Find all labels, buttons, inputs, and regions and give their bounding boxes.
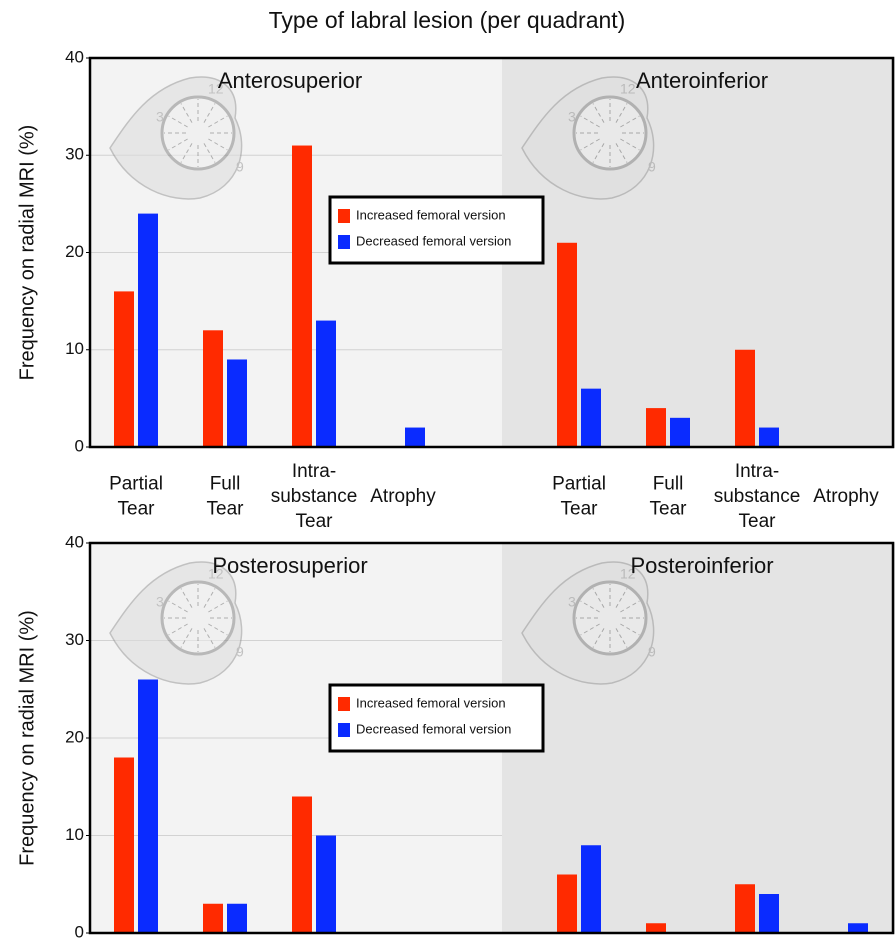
bar	[759, 428, 779, 447]
bar	[138, 214, 158, 447]
bar	[316, 836, 336, 934]
clock-label: 12	[620, 81, 636, 97]
quadrant-title: Anteroinferior	[636, 68, 768, 93]
legend-swatch	[338, 209, 350, 223]
bar	[848, 923, 868, 933]
clock-label: 3	[568, 109, 576, 125]
bar	[292, 797, 312, 934]
x-tick-label-line: Atrophy	[813, 486, 879, 507]
bar	[581, 845, 601, 933]
legend-label: Increased femoral version	[356, 207, 506, 222]
x-tick-label-line: Full	[653, 474, 684, 495]
x-tick-label-line: Tear	[118, 499, 156, 520]
legend-swatch	[338, 697, 350, 711]
page: {"title": "Type of labral lesion (per qu…	[0, 0, 895, 939]
bar	[138, 680, 158, 934]
y-tick-label: 20	[65, 727, 84, 746]
x-tick-label-line: Full	[210, 474, 241, 495]
x-tick-label-line: Tear	[739, 511, 777, 532]
x-tick-label-line: Intra-	[292, 461, 336, 482]
clock-label: 9	[648, 644, 656, 660]
x-tick-label: Intra-substance Tear	[271, 461, 358, 532]
acetabulum	[162, 582, 234, 654]
x-tick-label-line: substance	[714, 486, 801, 507]
figure: Type of labral lesion (per quadrant) 0 10…	[0, 0, 895, 939]
bar	[557, 243, 577, 447]
clock-label: 3	[568, 594, 576, 610]
y-tick-label: 10	[65, 825, 84, 844]
acetabulum	[162, 97, 234, 169]
y-tick-label: 30	[65, 145, 84, 164]
acetabulum	[574, 582, 646, 654]
bar	[735, 350, 755, 447]
legend-swatch	[338, 235, 350, 249]
clock-label: 9	[648, 159, 656, 175]
x-tick-label-line: Tear	[650, 499, 688, 520]
bar	[557, 875, 577, 934]
quadrant-title: Posterosuperior	[212, 553, 367, 578]
quadrant-title: Posteroinferior	[630, 553, 773, 578]
x-tick-label: Intra-substance Tear	[714, 461, 801, 532]
legend-swatch	[338, 723, 350, 737]
x-tick-label-line: substance	[271, 486, 358, 507]
bar	[227, 904, 247, 933]
legend-label: Decreased femoral version	[356, 721, 511, 736]
x-tick-label: Full Tear	[207, 474, 245, 520]
x-tick-label-line: Atrophy	[370, 486, 436, 507]
x-tick-label: Atrophy	[370, 486, 436, 507]
bar	[292, 146, 312, 447]
x-tick-label: Partial Tear	[109, 474, 163, 520]
legend-label: Increased femoral version	[356, 695, 506, 710]
bar	[114, 758, 134, 934]
bar	[114, 291, 134, 447]
y-tick-label: 0	[75, 922, 84, 939]
clock-label: 9	[236, 644, 244, 660]
y-tick-label: 0	[75, 436, 84, 455]
bar	[316, 321, 336, 447]
x-tick-label-line: Partial	[552, 474, 606, 495]
x-tick-label-line: Partial	[109, 474, 163, 495]
clock-label: 3	[156, 594, 164, 610]
bar	[203, 904, 223, 933]
x-tick-label: Full Tear	[650, 474, 688, 520]
y-tick-label: 30	[65, 630, 84, 649]
acetabulum	[574, 97, 646, 169]
figure-title: Type of labral lesion (per quadrant)	[269, 7, 626, 33]
bar	[670, 418, 690, 447]
clock-label: 3	[156, 109, 164, 125]
y-tick-label: 10	[65, 339, 84, 358]
legend-label: Decreased femoral version	[356, 233, 511, 248]
y-axis-label: Frequency on radial MRI (%)	[16, 610, 38, 866]
y-axis-label: Frequency on radial MRI (%)	[16, 125, 38, 381]
x-tick-label-line: Intra-	[735, 461, 779, 482]
bar	[646, 923, 666, 933]
clock-label: 9	[236, 159, 244, 175]
x-tick-label-line: Tear	[207, 499, 245, 520]
bar	[203, 330, 223, 447]
x-tick-label-line: Tear	[296, 511, 334, 532]
bar	[735, 884, 755, 933]
y-tick-label: 40	[65, 47, 84, 66]
bar	[759, 894, 779, 933]
x-tick-label: Partial Tear	[552, 474, 606, 520]
bar	[646, 408, 666, 447]
x-tick-label-line: Tear	[561, 499, 599, 520]
y-tick-label: 20	[65, 242, 84, 261]
bar	[581, 389, 601, 447]
x-tick-label: Atrophy	[813, 486, 879, 507]
bar	[405, 428, 425, 447]
quadrant-title: Anterosuperior	[218, 68, 362, 93]
y-tick-label: 40	[65, 532, 84, 551]
bar	[227, 359, 247, 447]
